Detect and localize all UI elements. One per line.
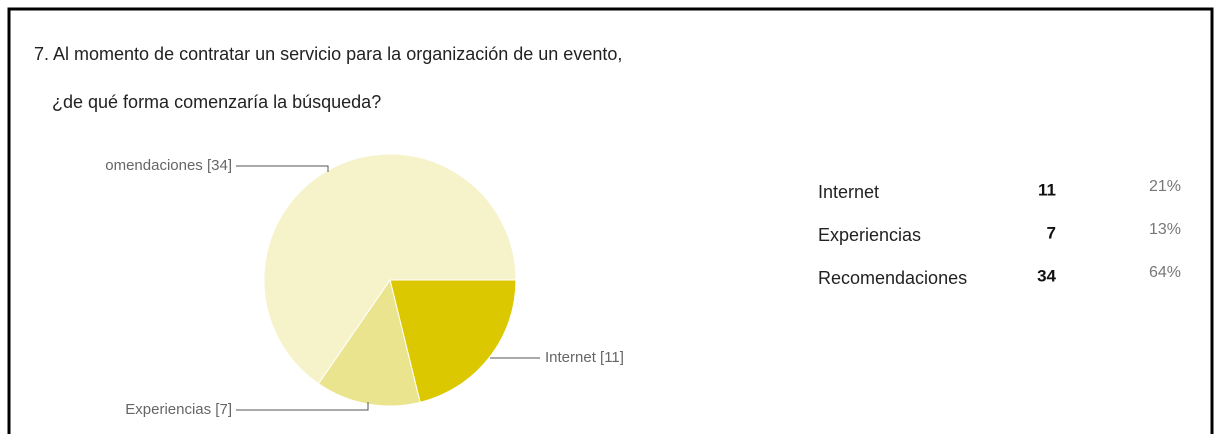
row-count: 11 bbox=[1038, 180, 1056, 199]
row-name: Experiencias bbox=[818, 225, 921, 245]
slice-label: Internet [11] bbox=[545, 349, 624, 366]
frame bbox=[7, 7, 1214, 434]
slice-label: omendaciones [34] bbox=[105, 157, 232, 174]
row-name: Recomendaciones bbox=[818, 268, 967, 288]
chart-title: 7. Al momento de contratar un servicio p… bbox=[34, 44, 622, 64]
row-percent: 21% bbox=[1149, 178, 1181, 195]
pie-slice bbox=[389, 279, 517, 403]
pie-slice bbox=[317, 278, 421, 407]
leader-line bbox=[236, 402, 369, 411]
chart-subtitle: ¿de qué forma comenzaría la búsqueda? bbox=[52, 92, 381, 112]
row-count: 7 bbox=[1047, 223, 1056, 242]
row-name: Internet bbox=[818, 182, 879, 202]
row-count: 34 bbox=[1037, 266, 1056, 285]
leader-line bbox=[236, 165, 329, 172]
row-percent: 13% bbox=[1149, 221, 1181, 238]
slice-label: Experiencias [7] bbox=[125, 401, 232, 418]
pie-slice bbox=[263, 153, 517, 385]
row-percent: 64% bbox=[1149, 264, 1181, 281]
